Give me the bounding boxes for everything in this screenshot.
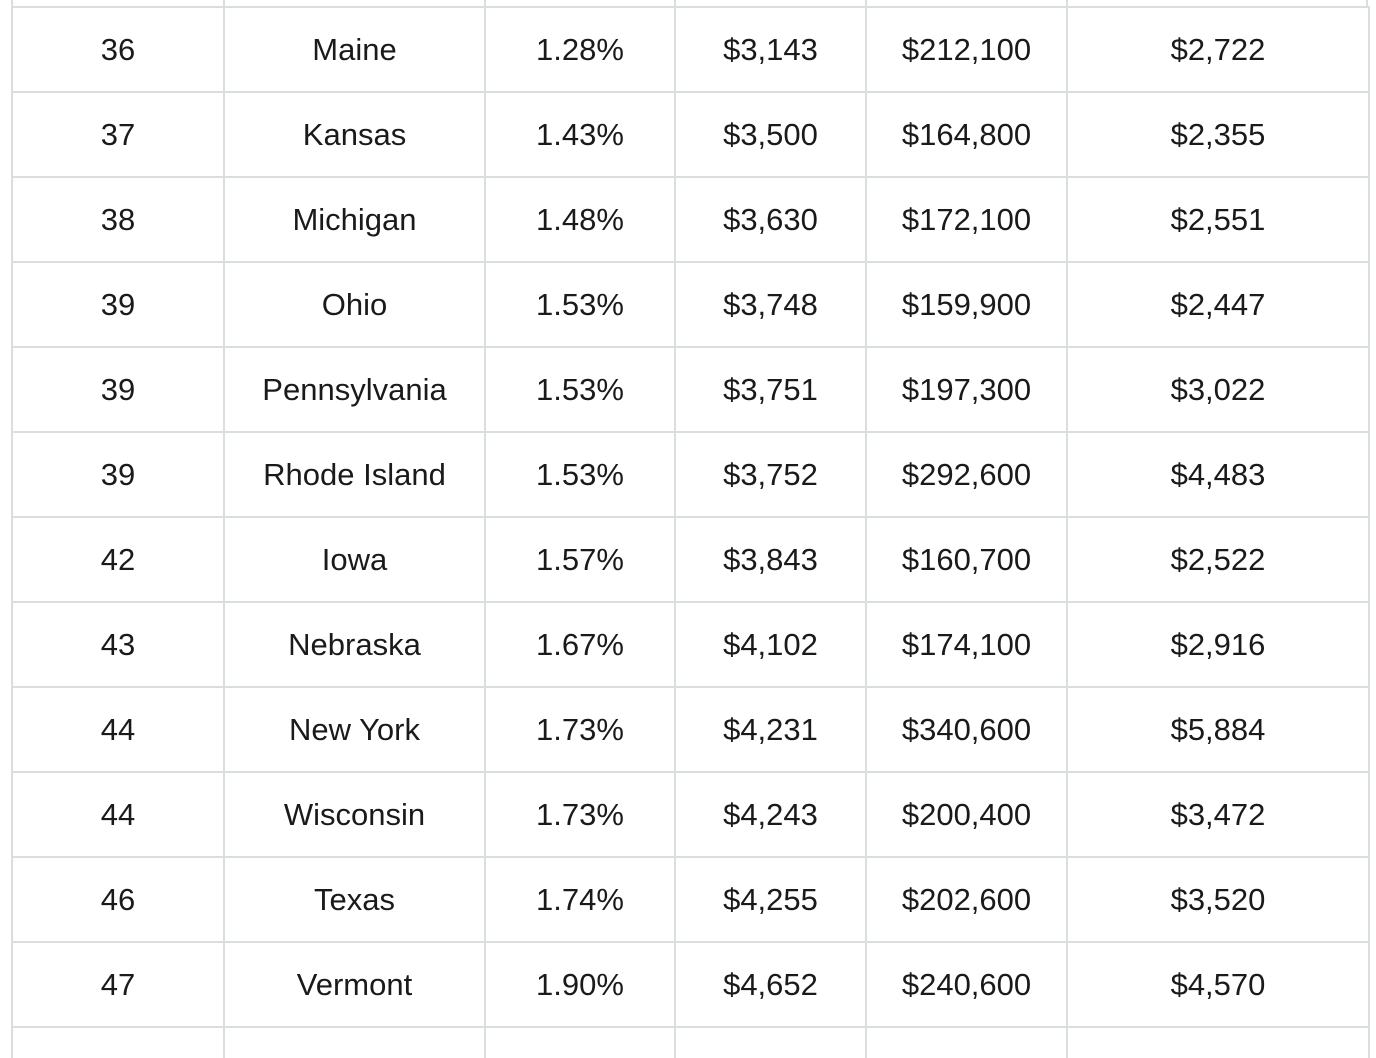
state-cell: Iowa — [223, 516, 486, 603]
table-row: 39 Pennsylvania 1.53% $3,751 $197,300 $3… — [11, 346, 1370, 433]
state-cell: Wisconsin — [223, 771, 486, 858]
empty-cell — [484, 1026, 676, 1058]
tax-cell: $3,500 — [674, 91, 867, 178]
rank-cell: 36 — [11, 6, 225, 93]
tax-cell: $3,751 — [674, 346, 867, 433]
home-value-cell: $172,100 — [865, 176, 1068, 263]
rate-cell: 1.53% — [484, 431, 676, 518]
rate-cell: 1.28% — [484, 6, 676, 93]
data-table: 36 Maine 1.28% $3,143 $212,100 $2,722 37… — [11, 6, 1370, 1058]
empty-cell — [1066, 1026, 1370, 1058]
table-body: 36 Maine 1.28% $3,143 $212,100 $2,722 37… — [11, 6, 1370, 1058]
rate-cell: 1.67% — [484, 601, 676, 688]
table-row: 37 Kansas 1.43% $3,500 $164,800 $2,355 — [11, 91, 1370, 178]
median-tax-cell: $3,520 — [1066, 856, 1370, 943]
rank-cell: 44 — [11, 686, 225, 773]
tax-cell: $4,102 — [674, 601, 867, 688]
table-row-partial — [11, 1026, 1370, 1058]
tax-cell: $3,752 — [674, 431, 867, 518]
tax-cell: $3,143 — [674, 6, 867, 93]
tax-cell: $3,843 — [674, 516, 867, 603]
median-tax-cell: $2,447 — [1066, 261, 1370, 348]
tax-cell: $4,255 — [674, 856, 867, 943]
rank-cell: 39 — [11, 431, 225, 518]
median-tax-cell: $5,884 — [1066, 686, 1370, 773]
rate-cell: 1.53% — [484, 261, 676, 348]
state-cell: New York — [223, 686, 486, 773]
table-row: 36 Maine 1.28% $3,143 $212,100 $2,722 — [11, 6, 1370, 93]
table-row: 44 Wisconsin 1.73% $4,243 $200,400 $3,47… — [11, 771, 1370, 858]
home-value-cell: $202,600 — [865, 856, 1068, 943]
table-row: 39 Rhode Island 1.53% $3,752 $292,600 $4… — [11, 431, 1370, 518]
rate-cell: 1.48% — [484, 176, 676, 263]
rate-cell: 1.73% — [484, 686, 676, 773]
table-row: 46 Texas 1.74% $4,255 $202,600 $3,520 — [11, 856, 1370, 943]
home-value-cell: $174,100 — [865, 601, 1068, 688]
rate-cell: 1.53% — [484, 346, 676, 433]
empty-cell — [674, 1026, 867, 1058]
home-value-cell: $160,700 — [865, 516, 1068, 603]
rank-cell: 39 — [11, 261, 225, 348]
table-row: 47 Vermont 1.90% $4,652 $240,600 $4,570 — [11, 941, 1370, 1028]
table-row: 44 New York 1.73% $4,231 $340,600 $5,884 — [11, 686, 1370, 773]
median-tax-cell: $4,483 — [1066, 431, 1370, 518]
table-row: 43 Nebraska 1.67% $4,102 $174,100 $2,916 — [11, 601, 1370, 688]
rate-cell: 1.73% — [484, 771, 676, 858]
state-cell: Maine — [223, 6, 486, 93]
state-cell: Texas — [223, 856, 486, 943]
median-tax-cell: $2,355 — [1066, 91, 1370, 178]
tax-cell: $3,748 — [674, 261, 867, 348]
median-tax-cell: $4,570 — [1066, 941, 1370, 1028]
rank-cell: 44 — [11, 771, 225, 858]
median-tax-cell: $2,551 — [1066, 176, 1370, 263]
median-tax-cell: $2,522 — [1066, 516, 1370, 603]
tax-cell: $3,630 — [674, 176, 867, 263]
table-top-edge — [11, 0, 1368, 6]
home-value-cell: $200,400 — [865, 771, 1068, 858]
empty-cell — [865, 1026, 1068, 1058]
tax-cell: $4,231 — [674, 686, 867, 773]
median-tax-cell: $2,916 — [1066, 601, 1370, 688]
state-cell: Michigan — [223, 176, 486, 263]
home-value-cell: $164,800 — [865, 91, 1068, 178]
empty-cell — [11, 1026, 225, 1058]
rank-cell: 43 — [11, 601, 225, 688]
rank-cell: 46 — [11, 856, 225, 943]
state-cell: Ohio — [223, 261, 486, 348]
rate-cell: 1.43% — [484, 91, 676, 178]
table-row: 42 Iowa 1.57% $3,843 $160,700 $2,522 — [11, 516, 1370, 603]
tax-cell: $4,652 — [674, 941, 867, 1028]
rank-cell: 37 — [11, 91, 225, 178]
home-value-cell: $159,900 — [865, 261, 1068, 348]
rank-cell: 47 — [11, 941, 225, 1028]
home-value-cell: $212,100 — [865, 6, 1068, 93]
rate-cell: 1.74% — [484, 856, 676, 943]
state-cell: Kansas — [223, 91, 486, 178]
home-value-cell: $240,600 — [865, 941, 1068, 1028]
table-row: 38 Michigan 1.48% $3,630 $172,100 $2,551 — [11, 176, 1370, 263]
rank-cell: 42 — [11, 516, 225, 603]
median-tax-cell: $3,022 — [1066, 346, 1370, 433]
tax-cell: $4,243 — [674, 771, 867, 858]
state-cell: Nebraska — [223, 601, 486, 688]
median-tax-cell: $2,722 — [1066, 6, 1370, 93]
home-value-cell: $340,600 — [865, 686, 1068, 773]
home-value-cell: $292,600 — [865, 431, 1068, 518]
empty-cell — [223, 1026, 486, 1058]
rank-cell: 39 — [11, 346, 225, 433]
state-cell: Vermont — [223, 941, 486, 1028]
property-tax-table: 36 Maine 1.28% $3,143 $212,100 $2,722 37… — [11, 6, 1370, 1058]
table-row: 39 Ohio 1.53% $3,748 $159,900 $2,447 — [11, 261, 1370, 348]
state-cell: Pennsylvania — [223, 346, 486, 433]
median-tax-cell: $3,472 — [1066, 771, 1370, 858]
rank-cell: 38 — [11, 176, 225, 263]
state-cell: Rhode Island — [223, 431, 486, 518]
home-value-cell: $197,300 — [865, 346, 1068, 433]
rate-cell: 1.90% — [484, 941, 676, 1028]
rate-cell: 1.57% — [484, 516, 676, 603]
